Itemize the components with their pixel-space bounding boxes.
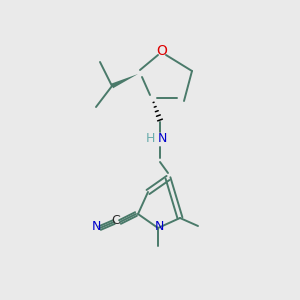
Text: O: O bbox=[157, 44, 167, 58]
Text: C: C bbox=[112, 214, 120, 227]
Text: H: H bbox=[145, 133, 155, 146]
Polygon shape bbox=[111, 74, 138, 88]
Text: N: N bbox=[158, 133, 167, 146]
Text: N: N bbox=[154, 220, 164, 233]
Text: N: N bbox=[91, 220, 101, 233]
